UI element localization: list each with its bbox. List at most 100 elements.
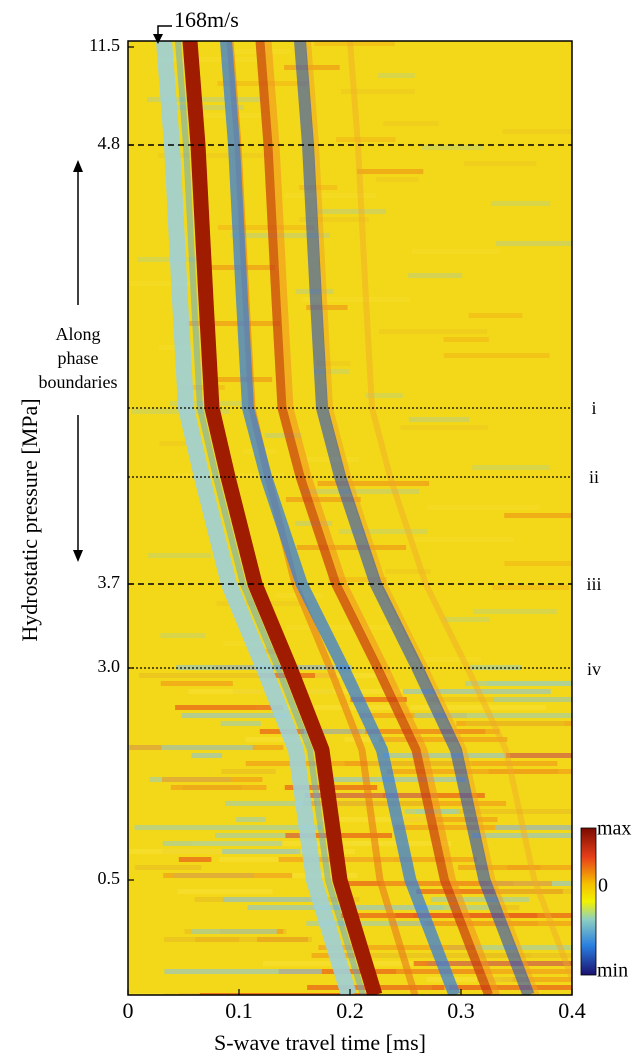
x-tick-label: 0.1 xyxy=(225,998,253,1023)
heatmap-streak xyxy=(370,953,532,958)
heatmap-streak xyxy=(328,577,387,582)
heatmap-streak xyxy=(400,425,488,430)
heatmap-streak xyxy=(427,505,540,510)
velocity-label: 168m/s xyxy=(174,7,239,32)
y-tick-label: 4.8 xyxy=(98,133,121,153)
heatmap-streak xyxy=(470,665,522,670)
heatmap-streak xyxy=(173,105,244,110)
heatmap-streak xyxy=(413,537,514,542)
heatmap-streak xyxy=(410,705,546,710)
heatmap-streak xyxy=(129,993,200,995)
heatmap-streak xyxy=(492,585,569,590)
heatmap-streak xyxy=(330,777,466,782)
heatmap-streak xyxy=(506,753,572,758)
heatmap-streak xyxy=(504,513,572,518)
y-tick-label: 3.7 xyxy=(98,572,121,592)
heatmap-streak xyxy=(463,161,537,166)
heatmap-streak xyxy=(361,729,500,734)
heatmap-streak xyxy=(408,273,463,278)
heatmap-streak xyxy=(160,633,205,638)
heatmap-streak xyxy=(285,497,361,502)
heatmap-streak xyxy=(304,793,385,798)
heatmap-streak xyxy=(315,361,351,366)
heatmap-band xyxy=(264,41,500,995)
heatmap-streak xyxy=(162,841,283,846)
boundary-label: i xyxy=(591,398,596,418)
heatmap-streak xyxy=(181,713,288,718)
heatmap-band xyxy=(305,41,540,995)
heatmap-streak xyxy=(147,97,262,102)
heatmap-streak xyxy=(164,937,312,942)
y-tick-label: 0.5 xyxy=(98,868,121,888)
heatmap-streak xyxy=(316,209,386,214)
heatmap-streak xyxy=(134,825,322,830)
heatmap-band xyxy=(220,41,461,995)
heatmap-streak xyxy=(414,713,572,718)
heatmap-streak xyxy=(335,137,396,142)
heatmap-streak xyxy=(412,249,500,254)
heatmap-streak xyxy=(449,985,572,990)
colorbar xyxy=(580,827,597,976)
heatmap-streak xyxy=(222,897,316,902)
heatmap-streak xyxy=(264,433,302,438)
heatmap-streak xyxy=(220,49,291,54)
heatmap xyxy=(128,41,572,995)
boundary-label: iv xyxy=(587,659,601,679)
heatmap-streak xyxy=(178,993,373,995)
heatmap-streak xyxy=(443,353,550,358)
heatmap-streak xyxy=(495,889,572,894)
heatmap-band xyxy=(294,41,535,995)
x-axis-label: S-wave travel time [ms] xyxy=(214,1030,426,1055)
heatmap-band xyxy=(182,41,383,995)
heatmap-streak xyxy=(477,977,527,982)
heatmap-streak xyxy=(430,897,530,902)
heatmap-streak xyxy=(313,369,350,374)
colorbar-label: max xyxy=(597,818,631,840)
heatmap-streak xyxy=(220,721,261,726)
heatmap-streak xyxy=(385,569,431,574)
heatmap-streak xyxy=(495,241,572,246)
heatmap-streak xyxy=(472,833,572,838)
y-tick-label: 3.0 xyxy=(98,656,121,676)
heatmap-streak xyxy=(286,625,397,630)
heatmap-streak xyxy=(502,129,572,134)
heatmap-streak xyxy=(490,201,551,206)
heatmap-streak xyxy=(139,673,277,678)
heatmap-streak xyxy=(170,785,267,790)
heatmap-streak xyxy=(278,969,484,974)
heatmap-streak xyxy=(296,545,407,550)
x-tick-label: 0.4 xyxy=(558,998,586,1023)
heatmap-streak xyxy=(472,465,550,470)
heatmap-streak xyxy=(504,561,572,566)
heatmap-streak xyxy=(214,833,306,838)
heatmap-streak xyxy=(295,457,359,462)
heatmap-band xyxy=(347,41,572,987)
heatmap-streak xyxy=(316,817,436,822)
heatmap-streak xyxy=(380,881,552,886)
heatmap-streak xyxy=(316,801,431,806)
heatmap-streak xyxy=(217,225,315,230)
heatmap-streak xyxy=(501,977,572,982)
heatmap-streak xyxy=(302,489,420,494)
heatmap-streak xyxy=(376,177,419,182)
heatmap-streak xyxy=(443,617,490,622)
heatmap-streak xyxy=(235,817,266,822)
heatmap-streak xyxy=(318,945,476,950)
arrow-head xyxy=(73,160,83,172)
heatmap-streak xyxy=(387,769,559,774)
heatmap-streak xyxy=(378,329,488,334)
heatmap-streak xyxy=(472,609,557,614)
heatmap-streak xyxy=(507,865,541,870)
y-axis-label: Hydrostatic pressure [MPa] xyxy=(17,398,42,641)
heatmap-streak xyxy=(160,681,233,686)
heatmap-streak xyxy=(158,153,272,158)
heatmap-streak xyxy=(487,681,572,686)
heatmap-streak xyxy=(299,217,369,222)
heatmap-streak xyxy=(306,921,425,926)
y-tick-label: 11.5 xyxy=(89,35,120,55)
heatmap-streak xyxy=(341,913,431,918)
heatmap-streak xyxy=(303,729,366,734)
heatmap-streak xyxy=(409,657,481,662)
phase-note: Along xyxy=(56,324,101,344)
